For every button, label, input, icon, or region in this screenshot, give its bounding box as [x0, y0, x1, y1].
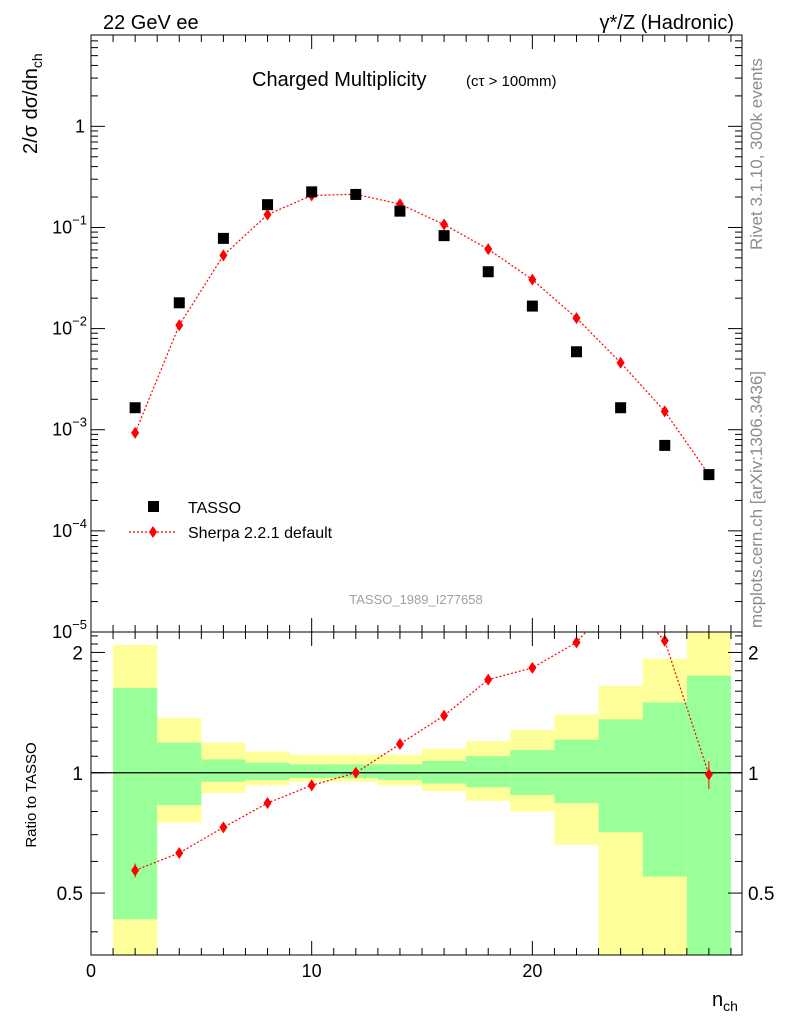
data-point [526, 300, 538, 312]
legend: TASSO Sherpa 2.2.1 default [129, 500, 333, 542]
ratio-y-tick-label-left: 0.5 [57, 884, 83, 905]
data-point [262, 199, 274, 211]
mc-point [175, 319, 184, 332]
mc-point [572, 312, 581, 325]
mc-point [484, 243, 493, 256]
ratio-point [440, 709, 449, 722]
x-axis-label: nch [712, 989, 738, 1014]
data-point [306, 186, 318, 198]
data-point [570, 346, 582, 358]
data-point [482, 266, 494, 278]
data-point [615, 402, 627, 414]
y-tick-label: 10−1 [52, 212, 87, 237]
x-tick-label: 20 [522, 961, 542, 981]
ratio-point [528, 661, 537, 674]
band-inner [554, 739, 599, 804]
ratio-point [572, 636, 581, 649]
ratio-y-label: Ratio to TASSO [23, 742, 40, 847]
data-point [703, 469, 715, 481]
band-inner [245, 762, 290, 780]
y-tick-label: 10−5 [52, 617, 87, 642]
rivet-label: Rivet 3.1.10, 300k events [747, 58, 766, 250]
band-inner [157, 742, 202, 806]
mc-point [219, 249, 228, 262]
main-frame [90, 34, 743, 633]
band-inner [113, 687, 158, 920]
analysis-tag: TASSO_1989_I277658 [349, 592, 482, 607]
y-tick-label: 10−2 [52, 314, 87, 339]
data-point [129, 402, 141, 414]
ratio-point [395, 738, 404, 751]
band-inner [466, 756, 511, 788]
band-inner [201, 759, 246, 782]
ratio-y-tick-label-right: 2 [748, 643, 759, 664]
x-tick-label: 0 [86, 961, 96, 981]
chart-title-suffix: (cτ > 100mm) [466, 73, 557, 90]
x-tick-label: 10 [302, 961, 322, 981]
y-tick-label: 1 [75, 116, 85, 136]
y-tick-label: 10−4 [52, 516, 87, 541]
data-point [394, 205, 406, 217]
legend-sherpa-marker [149, 526, 157, 538]
ratio-point [263, 797, 272, 810]
mc-point [131, 426, 140, 439]
ratio-y-tick-label-right: 0.5 [748, 884, 774, 905]
header-left: 22 GeV ee [103, 12, 199, 34]
main-plot: Charged Multiplicity (cτ > 100mm) 2/σ dσ… [20, 34, 743, 642]
mc-point [616, 356, 625, 369]
ratio-line [134, 632, 710, 871]
data-point [217, 232, 229, 244]
band-inner [642, 702, 687, 877]
legend-tasso-label: TASSO [188, 500, 241, 517]
ratio-point [351, 766, 360, 779]
mcplots-label: mcplots.cern.ch [arXiv:1306.3436] [747, 371, 766, 628]
ratio-y-tick-label-left: 2 [72, 643, 83, 664]
mc-point [528, 273, 537, 286]
data-point [659, 439, 671, 451]
band-inner [686, 675, 731, 955]
ratio-plot: 0.5 0.51 12 20 10 20 Ratio to TASSO [23, 631, 774, 981]
y-axis-label: 2/σ dσ/dnch [20, 53, 45, 154]
ratio-point [484, 673, 493, 686]
chart-title: Charged Multiplicity [252, 69, 427, 91]
y-tick-label: 10−3 [52, 415, 87, 440]
ratio-point [219, 821, 228, 834]
legend-sherpa-label: Sherpa 2.2.1 default [188, 525, 333, 542]
header-right: γ*/Z (Hadronic) [600, 12, 734, 34]
ratio-frame [90, 631, 743, 956]
data-point [350, 188, 362, 200]
ratio-point [660, 634, 669, 647]
mc-point [660, 405, 669, 418]
ratio-point [175, 846, 184, 859]
ratio-y-tick-label-right: 1 [748, 764, 759, 785]
band-inner [377, 764, 423, 780]
mc-line [134, 193, 710, 475]
band-inner [289, 764, 334, 779]
data-point [438, 230, 450, 242]
band-inner [598, 719, 643, 833]
legend-tasso-marker [148, 501, 159, 512]
ratio-y-tick-label-left: 1 [72, 764, 83, 785]
mc-point [263, 208, 272, 221]
ratio-point [307, 779, 316, 792]
data-point [173, 297, 185, 309]
mc-point [440, 218, 449, 231]
